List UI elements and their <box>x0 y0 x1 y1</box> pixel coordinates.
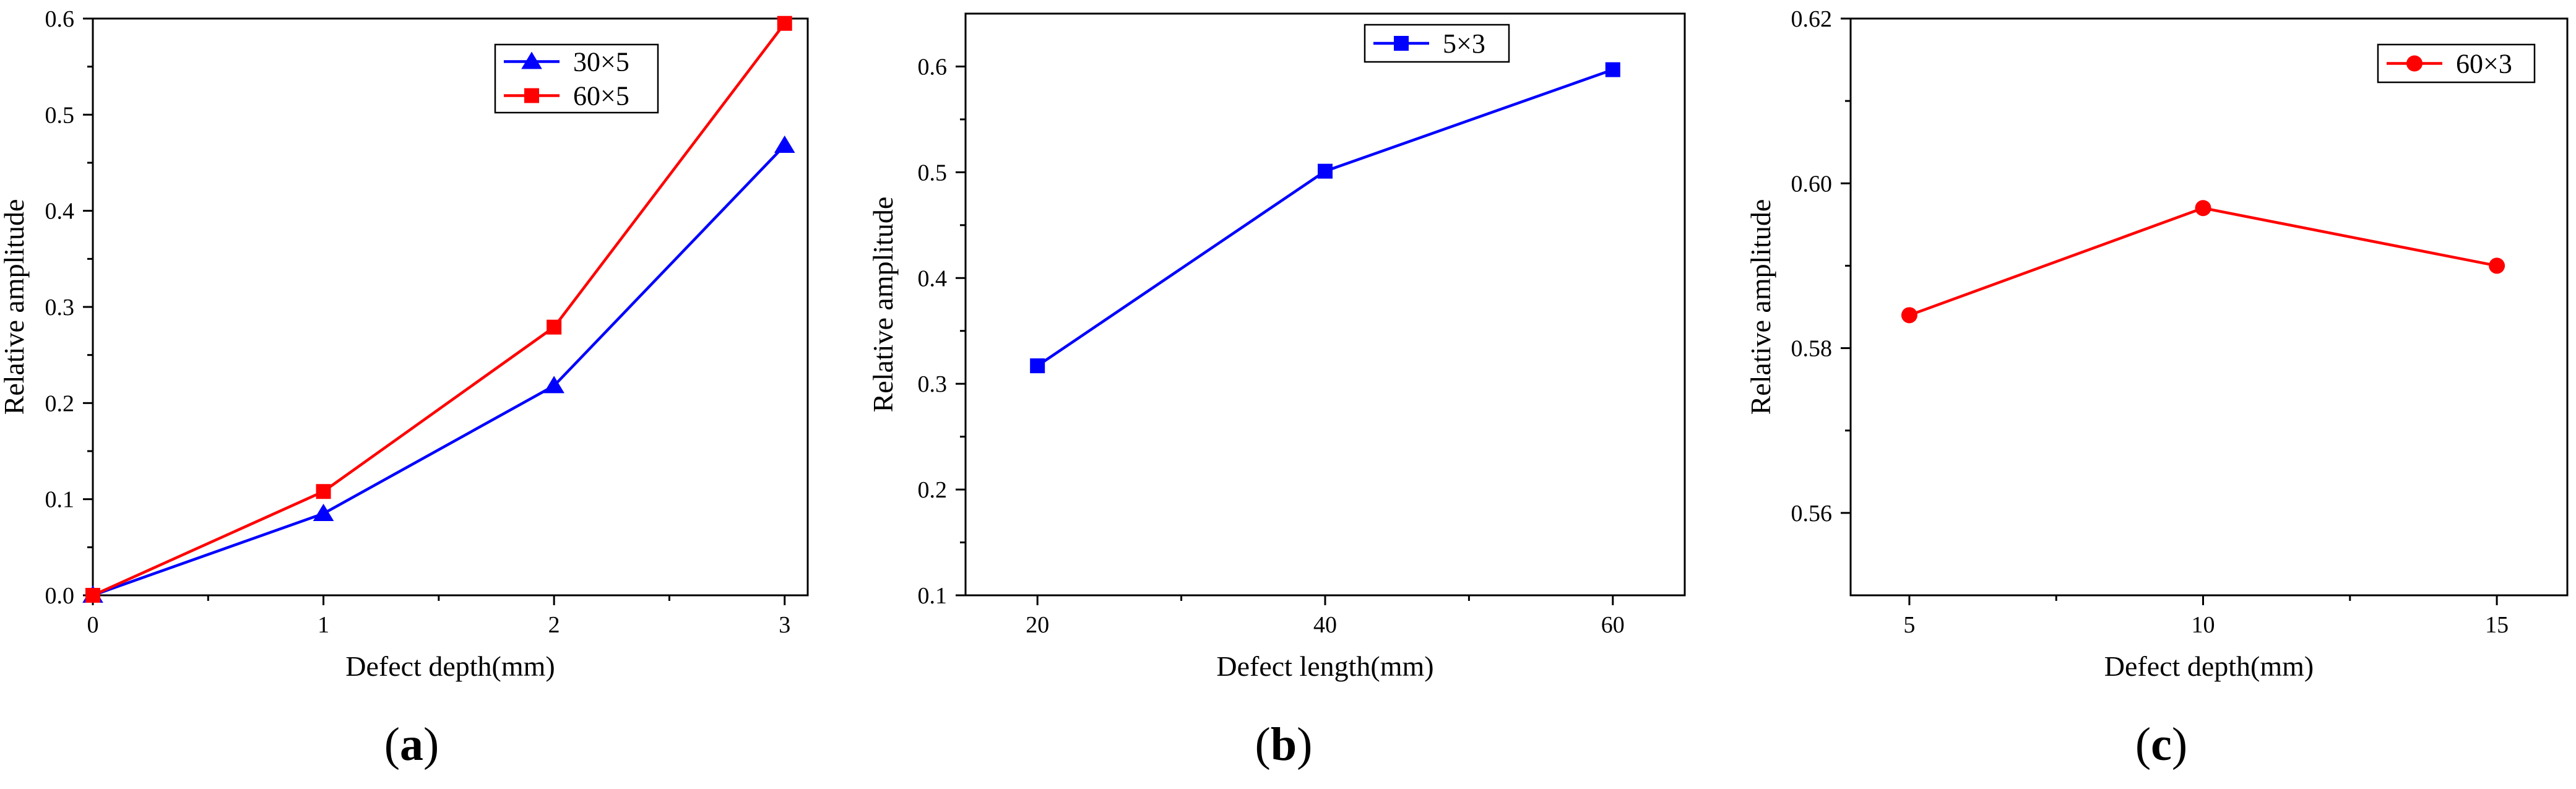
x-tick-label: 3 <box>779 612 790 638</box>
panel-label-close-paren: ) <box>2172 718 2187 770</box>
data-point-1-3 <box>777 15 792 31</box>
y-tick-label: 0.6 <box>918 54 948 80</box>
series-line-0 <box>1909 206 2497 317</box>
plot-frame <box>92 17 809 597</box>
data-point-0-0 <box>1030 358 1045 374</box>
y-tick-label: 0.4 <box>45 199 75 225</box>
x-tick-label: 15 <box>2485 612 2509 638</box>
data-point-0-1 <box>1318 163 1333 179</box>
legend-box <box>494 43 659 114</box>
legend-swatch-marker-1 <box>524 88 539 103</box>
chart-panel-c: 5 10 15 0.56 0.58 0.60 0.62 Defect depth(mm) Rel… <box>1745 6 2569 770</box>
x-axis-title: Defect depth(mm) <box>2104 650 2314 682</box>
y-tick-label: 0.6 <box>45 6 75 32</box>
y-tick-label: 0.62 <box>1791 6 1833 32</box>
panel-label-letter: c <box>2151 718 2172 770</box>
y-tick-label: 0.5 <box>45 102 75 128</box>
y-tick-label: 0.3 <box>918 371 948 397</box>
legend-label-0: 30×5 <box>573 47 629 77</box>
panel-label: (c) <box>2135 718 2187 770</box>
legend-swatch-marker-0 <box>1394 36 1409 51</box>
y-axis-title: Relative amplitude <box>0 199 30 415</box>
data-point-1-0 <box>85 588 100 603</box>
x-axis-title: Defect depth(mm) <box>345 650 555 682</box>
x-tick-label: 2 <box>548 612 560 638</box>
chart-panel-b: 20 40 60 0.1 0.2 0.3 0.4 0.5 0.6 Defect length(mm… <box>867 12 1686 770</box>
x-tick-label: 10 <box>2192 612 2215 638</box>
panel-label-letter: a <box>400 718 423 770</box>
series-line-0 <box>1036 68 1614 367</box>
x-tick-label: 40 <box>1313 612 1337 638</box>
x-tick-label: 60 <box>1601 612 1625 638</box>
legend-label-1: 60×5 <box>573 81 629 111</box>
data-point-0-3 <box>774 136 795 153</box>
plot-frame <box>964 12 1686 597</box>
legend-label-0: 5×3 <box>1443 28 1485 59</box>
y-tick-label: 0.3 <box>45 295 75 321</box>
x-axis-title: Defect length(mm) <box>1216 650 1433 682</box>
panel-label: (a) <box>384 718 439 770</box>
panel-label-open-paren: ( <box>2135 718 2151 770</box>
series-line-0 <box>92 144 786 597</box>
x-tick-label: 0 <box>87 612 99 638</box>
data-point-0-0 <box>1901 307 1917 324</box>
data-point-0-2 <box>1605 62 1620 77</box>
y-tick-label: 0.5 <box>918 160 948 186</box>
panel-label-close-paren: ) <box>1297 718 1312 770</box>
legend-swatch-marker-0 <box>2406 55 2423 72</box>
data-point-0-2 <box>2489 257 2505 274</box>
data-point-0-1 <box>2195 200 2211 217</box>
y-tick-label: 0.56 <box>1791 501 1833 527</box>
data-point-0-1 <box>313 503 334 521</box>
chart-panel-a: 0 1 2 3 0.0 0.1 0.2 0.3 0.4 0.5 0.6 Defect depth(mm… <box>0 6 809 770</box>
legend-label-0: 60×3 <box>2456 49 2512 79</box>
y-tick-label: 0.58 <box>1791 336 1833 362</box>
data-point-1-1 <box>316 484 331 499</box>
legend-swatch-marker-0 <box>521 51 542 69</box>
plot-frame <box>1849 17 2569 597</box>
x-tick-label: 5 <box>1903 612 1915 638</box>
x-tick-label: 20 <box>1026 612 1049 638</box>
y-tick-label: 0.1 <box>918 583 948 609</box>
data-point-1-2 <box>547 319 562 335</box>
y-axis-title: Relative amplitude <box>867 197 899 413</box>
data-point-0-2 <box>543 376 564 394</box>
panel-label-open-paren: ( <box>384 718 400 770</box>
y-tick-label: 0.0 <box>45 583 75 609</box>
y-tick-label: 0.2 <box>45 390 75 416</box>
panel-label-open-paren: ( <box>1255 718 1271 770</box>
y-tick-label: 0.2 <box>918 477 948 503</box>
y-tick-label: 0.60 <box>1791 171 1833 197</box>
series-line-1 <box>92 22 786 597</box>
y-tick-label: 0.1 <box>45 487 75 513</box>
panel-label: (b) <box>1255 718 1313 770</box>
panel-label-close-paren: ) <box>423 718 439 770</box>
y-axis-title: Relative amplitude <box>1745 199 1776 415</box>
panel-label-letter: b <box>1271 718 1297 770</box>
x-tick-label: 1 <box>318 612 329 638</box>
y-tick-label: 0.4 <box>918 265 948 291</box>
